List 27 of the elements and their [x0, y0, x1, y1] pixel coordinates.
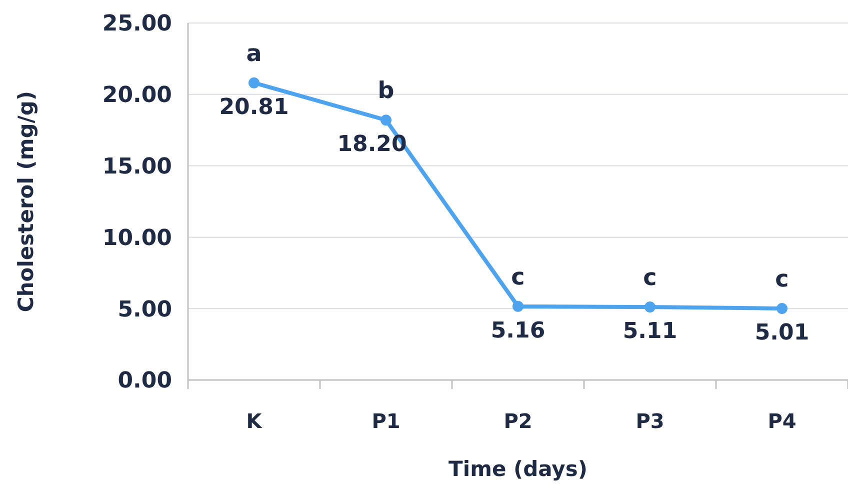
- point: [512, 300, 524, 312]
- text: 5.11: [622, 319, 678, 344]
- y-tick-label: 0.00: [118, 368, 172, 394]
- x-tick-label: P3: [636, 409, 664, 433]
- annotation: a: [246, 40, 262, 67]
- x-tick-label: K: [246, 409, 264, 433]
- annotation: b: [378, 78, 394, 104]
- point: [248, 77, 260, 88]
- text: 5.01: [754, 320, 810, 346]
- y-tick-label: 20.00: [102, 83, 172, 108]
- x-tick-label: P2: [504, 409, 532, 433]
- y-tick-label: 5.00: [118, 297, 172, 322]
- point: [644, 302, 656, 313]
- x-tick-label: P1: [372, 409, 400, 433]
- point: [380, 114, 392, 126]
- point: [776, 302, 788, 314]
- x-axis-title: Time (days): [448, 457, 588, 481]
- y-tick-label: 10.00: [102, 226, 172, 251]
- y-tick-label: 25.00: [102, 12, 172, 37]
- text: 5.16: [490, 318, 546, 344]
- y-tick-label: 15.00: [102, 154, 172, 180]
- annotation: c: [775, 266, 789, 292]
- text: 20.81: [219, 94, 289, 120]
- annotation: c: [643, 265, 657, 292]
- x-tick-label: P4: [768, 409, 796, 433]
- y-axis-title: Cholesterol (mg/g): [14, 90, 38, 312]
- annotation: c: [511, 264, 525, 290]
